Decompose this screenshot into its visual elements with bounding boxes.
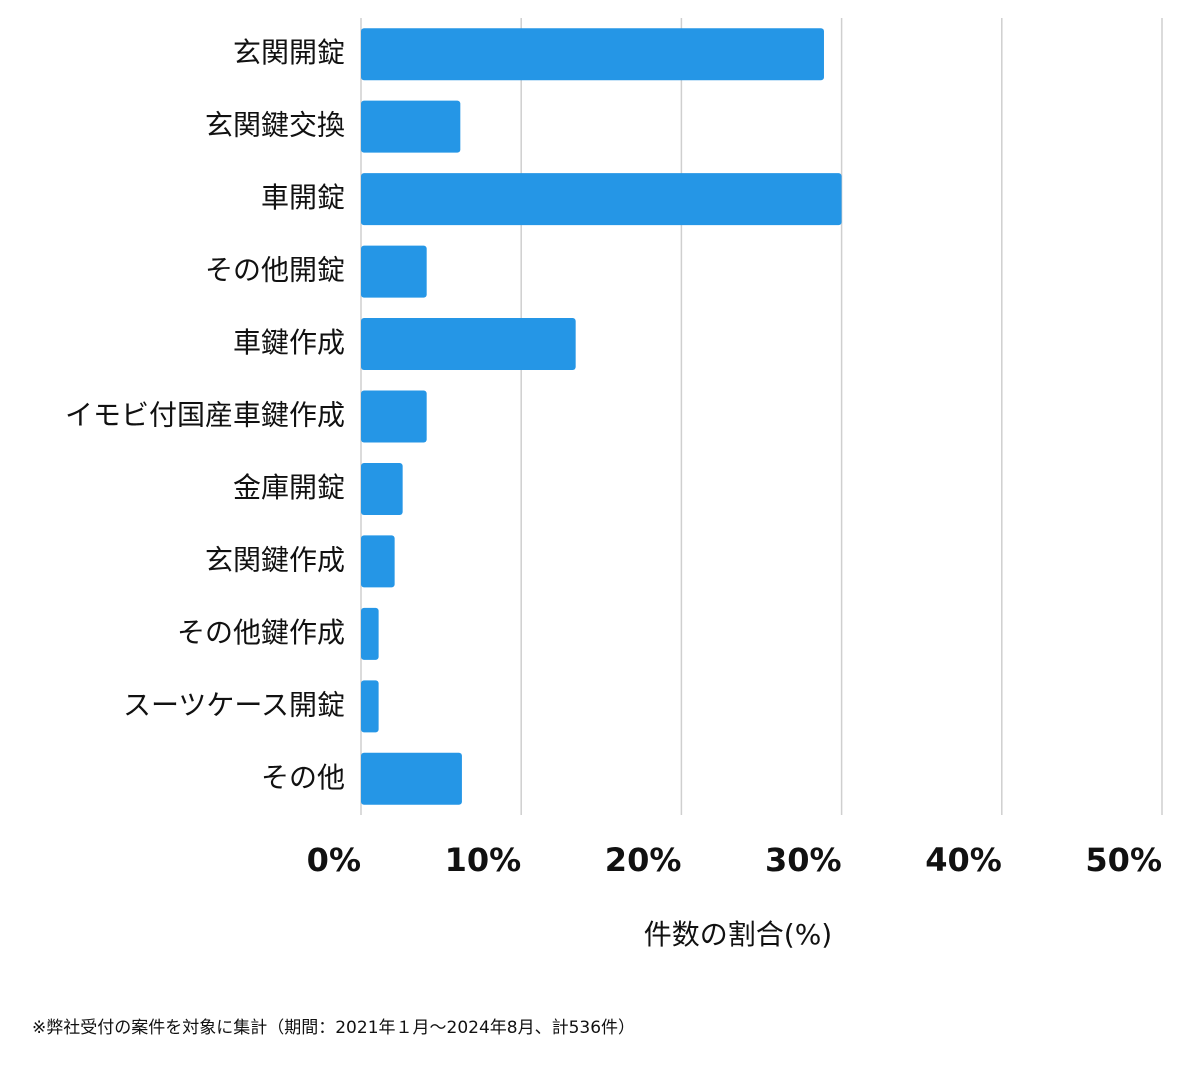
- bar: [361, 318, 576, 371]
- footnote: ※弊社受付の案件を対象に集計（期間：2021年１月〜2024年8月、計536件）: [32, 1018, 635, 1038]
- bar: [361, 535, 395, 588]
- bar: [361, 680, 379, 733]
- y-tick-label: 玄関鍵作成: [205, 543, 345, 576]
- y-tick-label: その他開錠: [205, 254, 345, 287]
- bar: [361, 173, 842, 226]
- x-tick-label: 50%: [1085, 841, 1162, 879]
- x-tick-label: 20%: [605, 841, 682, 879]
- y-tick-label: 玄関鍵交換: [205, 109, 345, 142]
- y-tick-label: その他: [261, 761, 345, 794]
- y-tick-label: 玄関開錠: [233, 36, 345, 69]
- y-tick-label: イモビ付国産車鍵作成: [65, 399, 345, 432]
- y-tick-label: その他鍵作成: [177, 616, 345, 649]
- x-axis-title: 件数の割合(%): [644, 918, 832, 951]
- bar: [361, 245, 427, 298]
- bar: [361, 607, 379, 660]
- y-tick-label: 車鍵作成: [233, 326, 345, 359]
- x-tick-label: 0%: [307, 841, 361, 879]
- bar: [361, 28, 824, 81]
- bar: [361, 390, 427, 443]
- bar: [361, 752, 462, 805]
- y-tick-label: 金庫開錠: [233, 471, 345, 504]
- x-tick-label: 30%: [765, 841, 842, 879]
- x-tick-label: 10%: [445, 841, 522, 879]
- bar: [361, 462, 403, 515]
- y-tick-label: 車開錠: [261, 181, 345, 214]
- bar: [361, 100, 461, 153]
- x-tick-label: 40%: [925, 841, 1002, 879]
- y-tick-label: スーツケース開錠: [123, 688, 345, 721]
